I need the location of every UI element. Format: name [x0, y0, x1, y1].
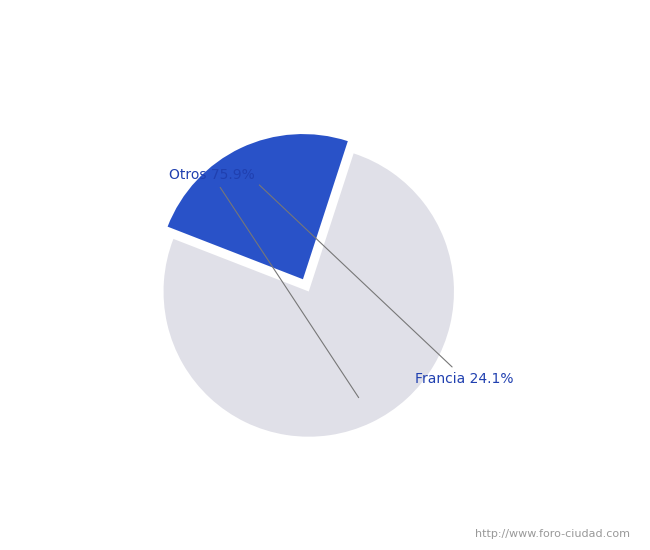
Wedge shape [164, 153, 454, 437]
Text: Francia 24.1%: Francia 24.1% [259, 185, 514, 386]
Wedge shape [168, 134, 348, 279]
Text: http://www.foro-ciudad.com: http://www.foro-ciudad.com [476, 529, 630, 539]
Text: Otros 75.9%: Otros 75.9% [170, 168, 359, 398]
Text: Calders - Turistas extranjeros según país - Julio de 2024: Calders - Turistas extranjeros según paí… [94, 14, 556, 32]
